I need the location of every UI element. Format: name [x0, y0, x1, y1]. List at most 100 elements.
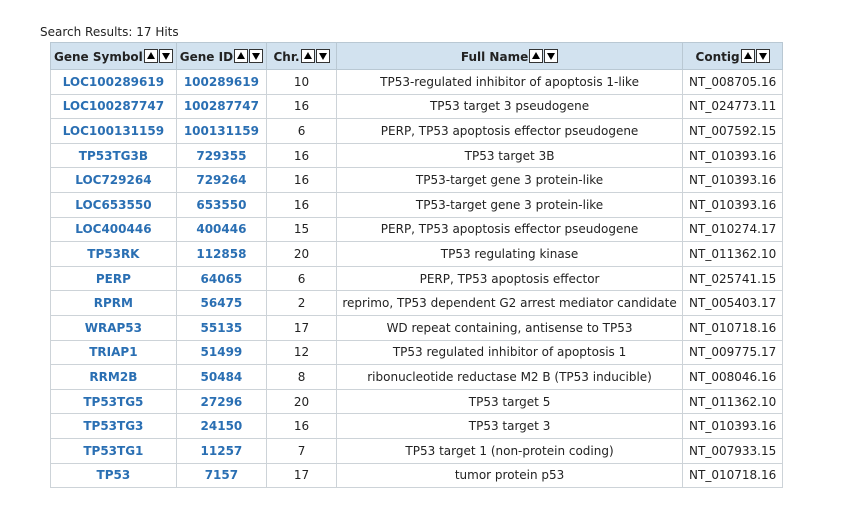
gene-id-cell: 56475	[175, 290, 268, 316]
full-name-cell: TP53 target 1 (non-protein coding)	[336, 437, 684, 464]
gene-id-cell: 11257	[175, 437, 268, 464]
chromosome-cell: 17	[266, 462, 338, 489]
gene-id-cell: 50484	[175, 364, 268, 390]
gene-id-link[interactable]: 24150	[200, 419, 243, 434]
gene-id-cell: 400446	[175, 216, 268, 243]
header-label: Chr.	[273, 49, 300, 64]
full-name-cell: TP53 target 3B	[336, 142, 684, 169]
sort-descending-icon[interactable]	[158, 48, 173, 63]
gene-id-link[interactable]: 100131159	[183, 123, 259, 138]
gene-symbol-cell: RRM2B	[50, 364, 177, 390]
gene-symbol-link[interactable]: LOC100287747	[62, 99, 165, 114]
gene-symbol-link[interactable]: LOC100131159	[62, 123, 165, 138]
gene-id-cell: 729264	[175, 167, 268, 193]
gene-symbol-link[interactable]: TP53TG3	[83, 419, 144, 434]
gene-id-cell: 100131159	[175, 118, 268, 144]
gene-id-link[interactable]: 27296	[200, 394, 243, 409]
sort-ascending-icon[interactable]	[529, 48, 544, 63]
contig-cell: NT_024773.11	[682, 93, 784, 120]
sort-descending-icon[interactable]	[249, 48, 264, 63]
contig-cell: NT_025741.15	[682, 265, 784, 292]
full-name-cell: reprimo, TP53 dependent G2 arrest mediat…	[336, 290, 684, 316]
gene-id-cell: 729355	[175, 142, 268, 169]
gene-symbol-link[interactable]: PERP	[95, 271, 131, 286]
gene-symbol-link[interactable]: LOC400446	[75, 222, 152, 237]
sort-descending-icon[interactable]	[755, 48, 770, 63]
gene-symbol-link[interactable]: TRIAP1	[89, 345, 138, 360]
gene-id-link[interactable]: 56475	[200, 296, 243, 311]
gene-symbol-link[interactable]: LOC729264	[75, 173, 152, 188]
contig-cell: NT_010393.16	[682, 167, 784, 193]
gene-symbol-cell: TP53RK	[50, 241, 177, 267]
contig-cell: NT_010393.16	[682, 191, 784, 218]
gene-symbol-link[interactable]: TP53TG5	[83, 394, 144, 409]
gene-id-link[interactable]: 51499	[200, 345, 243, 360]
gene-id-cell: 112858	[175, 241, 268, 267]
header-chr: Chr.	[266, 42, 338, 70]
sort-descending-icon[interactable]	[315, 48, 330, 63]
gene-id-link[interactable]: 729355	[196, 148, 247, 163]
sort-ascending-icon[interactable]	[234, 48, 249, 63]
sort-ascending-icon[interactable]	[143, 48, 158, 63]
contig-cell: NT_009775.17	[682, 339, 784, 366]
gene-symbol-link[interactable]: WRAP53	[84, 320, 143, 335]
gene-id-cell: 7157	[175, 462, 268, 489]
full-name-cell: TP53 target 3	[336, 413, 684, 439]
gene-symbol-link[interactable]: RRM2B	[89, 369, 138, 384]
gene-id-link[interactable]: 11257	[200, 443, 243, 458]
header-label: Gene ID	[179, 49, 234, 64]
gene-symbol-link[interactable]: LOC653550	[75, 197, 152, 212]
gene-id-link[interactable]: 50484	[200, 369, 243, 384]
contig-cell: NT_010393.16	[682, 142, 784, 169]
gene-id-link[interactable]: 64065	[200, 271, 243, 286]
chromosome-cell: 6	[266, 265, 338, 292]
gene-symbol-link[interactable]: TP53TG1	[83, 443, 144, 458]
gene-id-link[interactable]: 55135	[200, 320, 243, 335]
table-row: LOC400446 400446 15 PERP, TP53 apoptosis ef…	[50, 216, 784, 243]
table-row: LOC100289619 100289619 10 TP53-regulated in…	[50, 69, 784, 95]
gene-symbol-link[interactable]: TP53TG3B	[78, 148, 148, 163]
sort-ascending-icon[interactable]	[300, 48, 315, 63]
gene-symbol-cell: RPRM	[50, 290, 177, 316]
contig-cell: NT_008705.16	[682, 69, 784, 95]
gene-id-link[interactable]: 400446	[196, 222, 247, 237]
header-row: Gene Symbol Gene ID Chr. Full Name Conti…	[50, 42, 784, 70]
chromosome-cell: 16	[266, 413, 338, 439]
gene-id-link[interactable]: 7157	[204, 468, 239, 483]
contig-cell: NT_007933.15	[682, 437, 784, 464]
gene-id-cell: 653550	[175, 191, 268, 218]
gene-symbol-link[interactable]: TP53	[96, 468, 131, 483]
gene-id-cell: 27296	[175, 388, 268, 415]
gene-symbol-link[interactable]: TP53RK	[87, 246, 140, 261]
gene-symbol-cell: TP53TG3	[50, 413, 177, 439]
chromosome-cell: 10	[266, 69, 338, 95]
full-name-cell: TP53 target 5	[336, 388, 684, 415]
gene-id-link[interactable]: 112858	[196, 246, 247, 261]
full-name-cell: PERP, TP53 apoptosis effector pseudogene	[336, 216, 684, 243]
gene-symbol-cell: WRAP53	[50, 314, 177, 341]
gene-symbol-cell: TP53TG3B	[50, 142, 177, 169]
chromosome-cell: 8	[266, 364, 338, 390]
gene-symbol-link[interactable]: RPRM	[93, 296, 133, 311]
gene-id-link[interactable]: 653550	[196, 197, 247, 212]
header-label: Gene Symbol	[54, 49, 143, 64]
sort-descending-icon[interactable]	[544, 48, 559, 63]
chromosome-cell: 6	[266, 118, 338, 144]
gene-symbol-link[interactable]: LOC100289619	[62, 74, 165, 89]
header-full-name: Full Name	[336, 42, 684, 70]
chromosome-cell: 2	[266, 290, 338, 316]
table-row: TP53TG1 11257 7 TP53 target 1 (non-protein …	[50, 437, 784, 464]
sort-ascending-icon[interactable]	[740, 48, 755, 63]
contig-cell: NT_010718.16	[682, 462, 784, 489]
full-name-cell: TP53-target gene 3 protein-like	[336, 167, 684, 193]
gene-symbol-cell: LOC100289619	[50, 69, 177, 95]
gene-id-link[interactable]: 729264	[196, 173, 247, 188]
contig-cell: NT_010274.17	[682, 216, 784, 243]
gene-symbol-cell: TRIAP1	[50, 339, 177, 366]
gene-symbol-cell: LOC653550	[50, 191, 177, 218]
table-row: LOC100131159 100131159 6 PERP, TP53 apoptos…	[50, 118, 784, 144]
contig-cell: NT_008046.16	[682, 364, 784, 390]
gene-id-link[interactable]: 100287747	[183, 99, 259, 114]
gene-id-link[interactable]: 100289619	[183, 74, 259, 89]
